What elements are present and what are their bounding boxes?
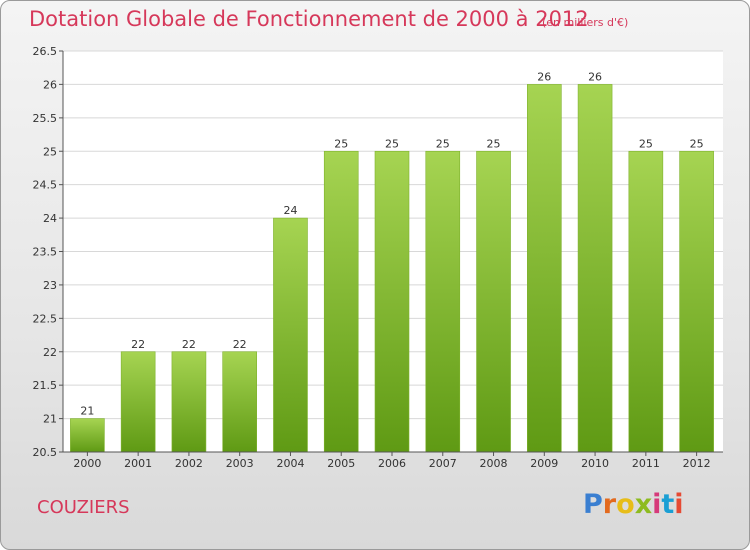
y-tick-label: 24 <box>43 212 57 225</box>
y-tick-label: 21.5 <box>33 379 58 392</box>
y-tick-label: 25.5 <box>33 112 58 125</box>
x-tick-label-2001: 2001 <box>124 457 152 470</box>
bar-2000[interactable] <box>70 418 105 453</box>
y-tick-label: 26 <box>43 78 57 91</box>
chart-subtitle: (en milliers d'€) <box>542 16 629 29</box>
data-label-2003: 22 <box>233 338 247 351</box>
logo-letter: i <box>674 489 684 520</box>
y-tick-label: 23.5 <box>33 246 58 259</box>
bar-2004[interactable] <box>273 217 308 453</box>
data-label-2000: 21 <box>80 405 94 418</box>
x-tick-label-2002: 2002 <box>175 457 203 470</box>
x-tick-label-2009: 2009 <box>530 457 558 470</box>
logo-letter: P <box>583 489 603 520</box>
commune-name: COUZIERS <box>37 497 130 518</box>
x-tick-label-2012: 2012 <box>683 457 711 470</box>
chart-title: Dotation Globale de Fonctionnement de 20… <box>29 7 589 31</box>
bar-2001[interactable] <box>120 351 156 453</box>
y-tick-label: 26.5 <box>33 45 58 58</box>
data-label-2005: 25 <box>334 137 348 150</box>
logo-letter: r <box>602 489 617 520</box>
proxiti-logo[interactable]: Proxiti <box>583 489 684 520</box>
bar-2011[interactable] <box>628 150 664 453</box>
y-tick-label: 20.5 <box>33 446 58 459</box>
bar-2009[interactable] <box>527 84 562 453</box>
x-tick-label-2007: 2007 <box>429 457 457 470</box>
data-label-2002: 22 <box>182 338 196 351</box>
data-label-2012: 25 <box>690 137 704 150</box>
logo-letter: t <box>661 489 675 520</box>
x-tick-label-2000: 2000 <box>73 457 101 470</box>
data-label-2011: 25 <box>639 137 653 150</box>
bar-2006[interactable] <box>374 150 410 453</box>
x-tick-label-2008: 2008 <box>480 457 508 470</box>
data-label-2004: 24 <box>283 204 297 217</box>
logo-letter: x <box>634 489 653 520</box>
x-tick-label-2003: 2003 <box>226 457 254 470</box>
y-tick-label: 21 <box>43 413 57 426</box>
bar-2003[interactable] <box>222 351 257 453</box>
bar-2005[interactable] <box>323 150 359 453</box>
y-tick-label: 24.5 <box>33 179 58 192</box>
bar-2010[interactable] <box>577 84 613 453</box>
x-tick-label-2010: 2010 <box>581 457 609 470</box>
logo-letter: o <box>616 489 635 520</box>
data-label-2010: 26 <box>588 70 602 83</box>
y-tick-label: 23 <box>43 279 57 292</box>
x-tick-label-2006: 2006 <box>378 457 406 470</box>
x-tick-label-2011: 2011 <box>632 457 660 470</box>
bar-2007[interactable] <box>425 150 461 453</box>
y-tick-label: 25 <box>43 145 57 158</box>
x-tick-label-2005: 2005 <box>327 457 355 470</box>
data-label-2007: 25 <box>436 137 450 150</box>
bar-2002[interactable] <box>171 351 207 453</box>
y-tick-label: 22.5 <box>33 312 58 325</box>
x-tick-label-2004: 2004 <box>276 457 304 470</box>
data-label-2006: 25 <box>385 137 399 150</box>
bar-2008[interactable] <box>476 150 511 453</box>
y-tick-label: 22 <box>43 346 57 359</box>
data-label-2008: 25 <box>487 137 501 150</box>
bar-2012[interactable] <box>679 150 714 453</box>
data-label-2001: 22 <box>131 338 145 351</box>
logo-letter: i <box>652 489 662 520</box>
data-label-2009: 26 <box>537 70 551 83</box>
